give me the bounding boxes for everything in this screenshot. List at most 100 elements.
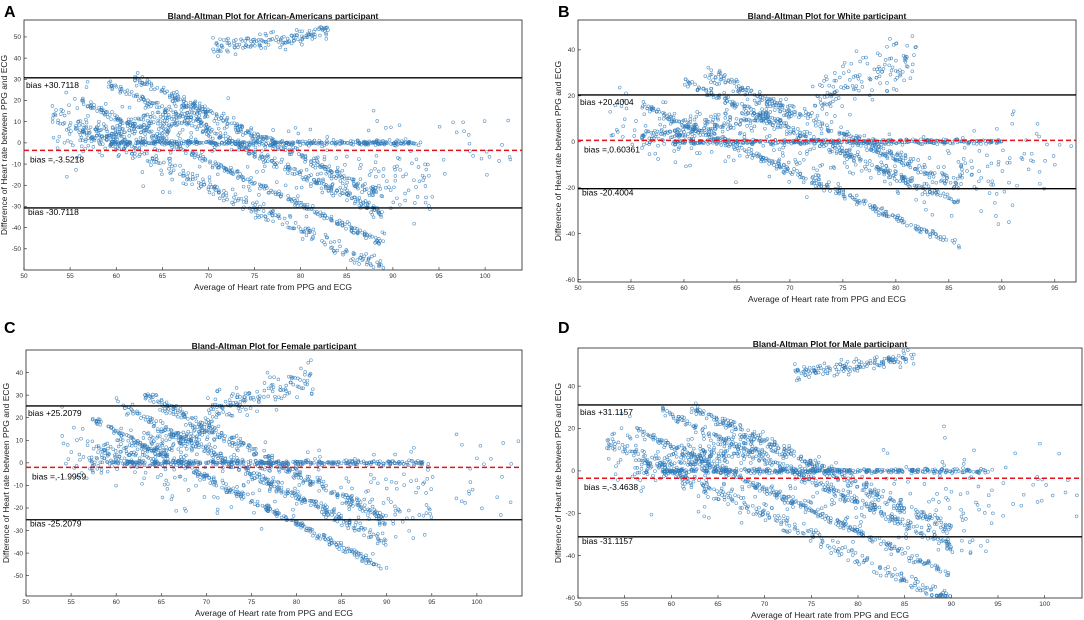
data-point	[697, 86, 702, 91]
data-point	[879, 160, 883, 165]
data-point	[832, 166, 836, 170]
data-point	[865, 148, 869, 152]
data-point	[358, 228, 362, 233]
data-point	[812, 146, 816, 151]
data-point	[168, 108, 173, 112]
data-point	[295, 198, 300, 202]
data-point	[309, 181, 313, 186]
data-point	[181, 171, 186, 176]
data-point	[416, 165, 421, 169]
data-point	[908, 165, 913, 170]
data-point	[343, 222, 347, 227]
data-point	[782, 113, 786, 118]
data-point	[663, 100, 668, 105]
data-point	[155, 105, 159, 109]
data-point	[1001, 148, 1005, 153]
data-point	[885, 167, 890, 171]
data-point	[108, 137, 113, 142]
data-point	[178, 136, 182, 141]
data-point	[770, 101, 774, 106]
data-point	[818, 124, 822, 129]
data-point	[820, 121, 825, 125]
data-point	[709, 150, 714, 154]
data-point	[349, 139, 353, 143]
data-point	[928, 232, 932, 237]
data-point	[146, 124, 150, 128]
data-point	[393, 178, 398, 183]
data-point	[84, 85, 89, 89]
data-point	[197, 140, 201, 145]
data-point	[811, 174, 815, 179]
data-point	[244, 43, 248, 47]
data-point	[884, 164, 889, 168]
data-point	[89, 139, 94, 144]
data-point	[116, 154, 121, 159]
data-point	[412, 178, 416, 182]
data-point	[232, 41, 236, 46]
data-point	[912, 167, 917, 171]
data-point	[865, 61, 870, 66]
data-point	[622, 117, 627, 121]
data-point	[825, 126, 830, 130]
data-point	[181, 181, 186, 186]
data-point	[317, 181, 322, 186]
data-point	[887, 63, 891, 68]
data-point	[787, 114, 791, 118]
data-point	[304, 233, 309, 238]
data-point	[853, 140, 857, 144]
data-point	[265, 159, 270, 163]
data-point	[886, 214, 891, 219]
data-point	[731, 145, 736, 150]
data-point	[977, 179, 981, 184]
data-point	[847, 69, 851, 73]
data-point	[268, 143, 272, 148]
data-point	[131, 94, 136, 98]
data-point	[865, 162, 870, 167]
data-point	[423, 184, 428, 188]
data-point	[50, 104, 55, 108]
data-point	[117, 141, 122, 146]
data-point	[269, 159, 274, 163]
data-point	[695, 141, 699, 145]
data-point	[899, 160, 904, 164]
data-point	[927, 156, 932, 160]
data-point	[414, 142, 418, 146]
x-tick-label: 50	[20, 273, 28, 280]
data-point	[825, 77, 829, 82]
data-point	[222, 38, 226, 42]
data-point	[246, 151, 251, 156]
data-point	[881, 152, 885, 157]
data-point	[166, 141, 170, 146]
data-point	[181, 105, 185, 110]
data-point	[92, 103, 96, 107]
data-point	[852, 159, 856, 163]
data-point	[200, 159, 205, 163]
data-point	[215, 49, 220, 54]
data-point	[841, 192, 846, 197]
data-point	[299, 169, 303, 173]
data-point	[326, 189, 331, 193]
data-point	[301, 35, 306, 40]
data-point	[734, 180, 738, 185]
data-point	[165, 129, 170, 133]
data-point	[387, 185, 391, 189]
data-point	[77, 154, 82, 158]
data-point	[402, 142, 406, 146]
data-point	[252, 139, 256, 144]
data-point	[248, 45, 253, 49]
data-point	[155, 110, 160, 115]
data-point	[918, 230, 923, 235]
data-point	[371, 532, 376, 537]
data-point	[179, 108, 184, 112]
data-point	[113, 113, 117, 117]
data-point	[224, 191, 228, 195]
data-point	[256, 213, 260, 218]
data-point	[230, 142, 234, 146]
data-point	[888, 37, 892, 41]
data-point	[752, 98, 757, 103]
data-point	[355, 226, 359, 231]
data-point	[688, 117, 693, 122]
data-point	[157, 105, 161, 110]
y-tick-label: -20	[566, 185, 576, 192]
data-point	[873, 144, 878, 148]
